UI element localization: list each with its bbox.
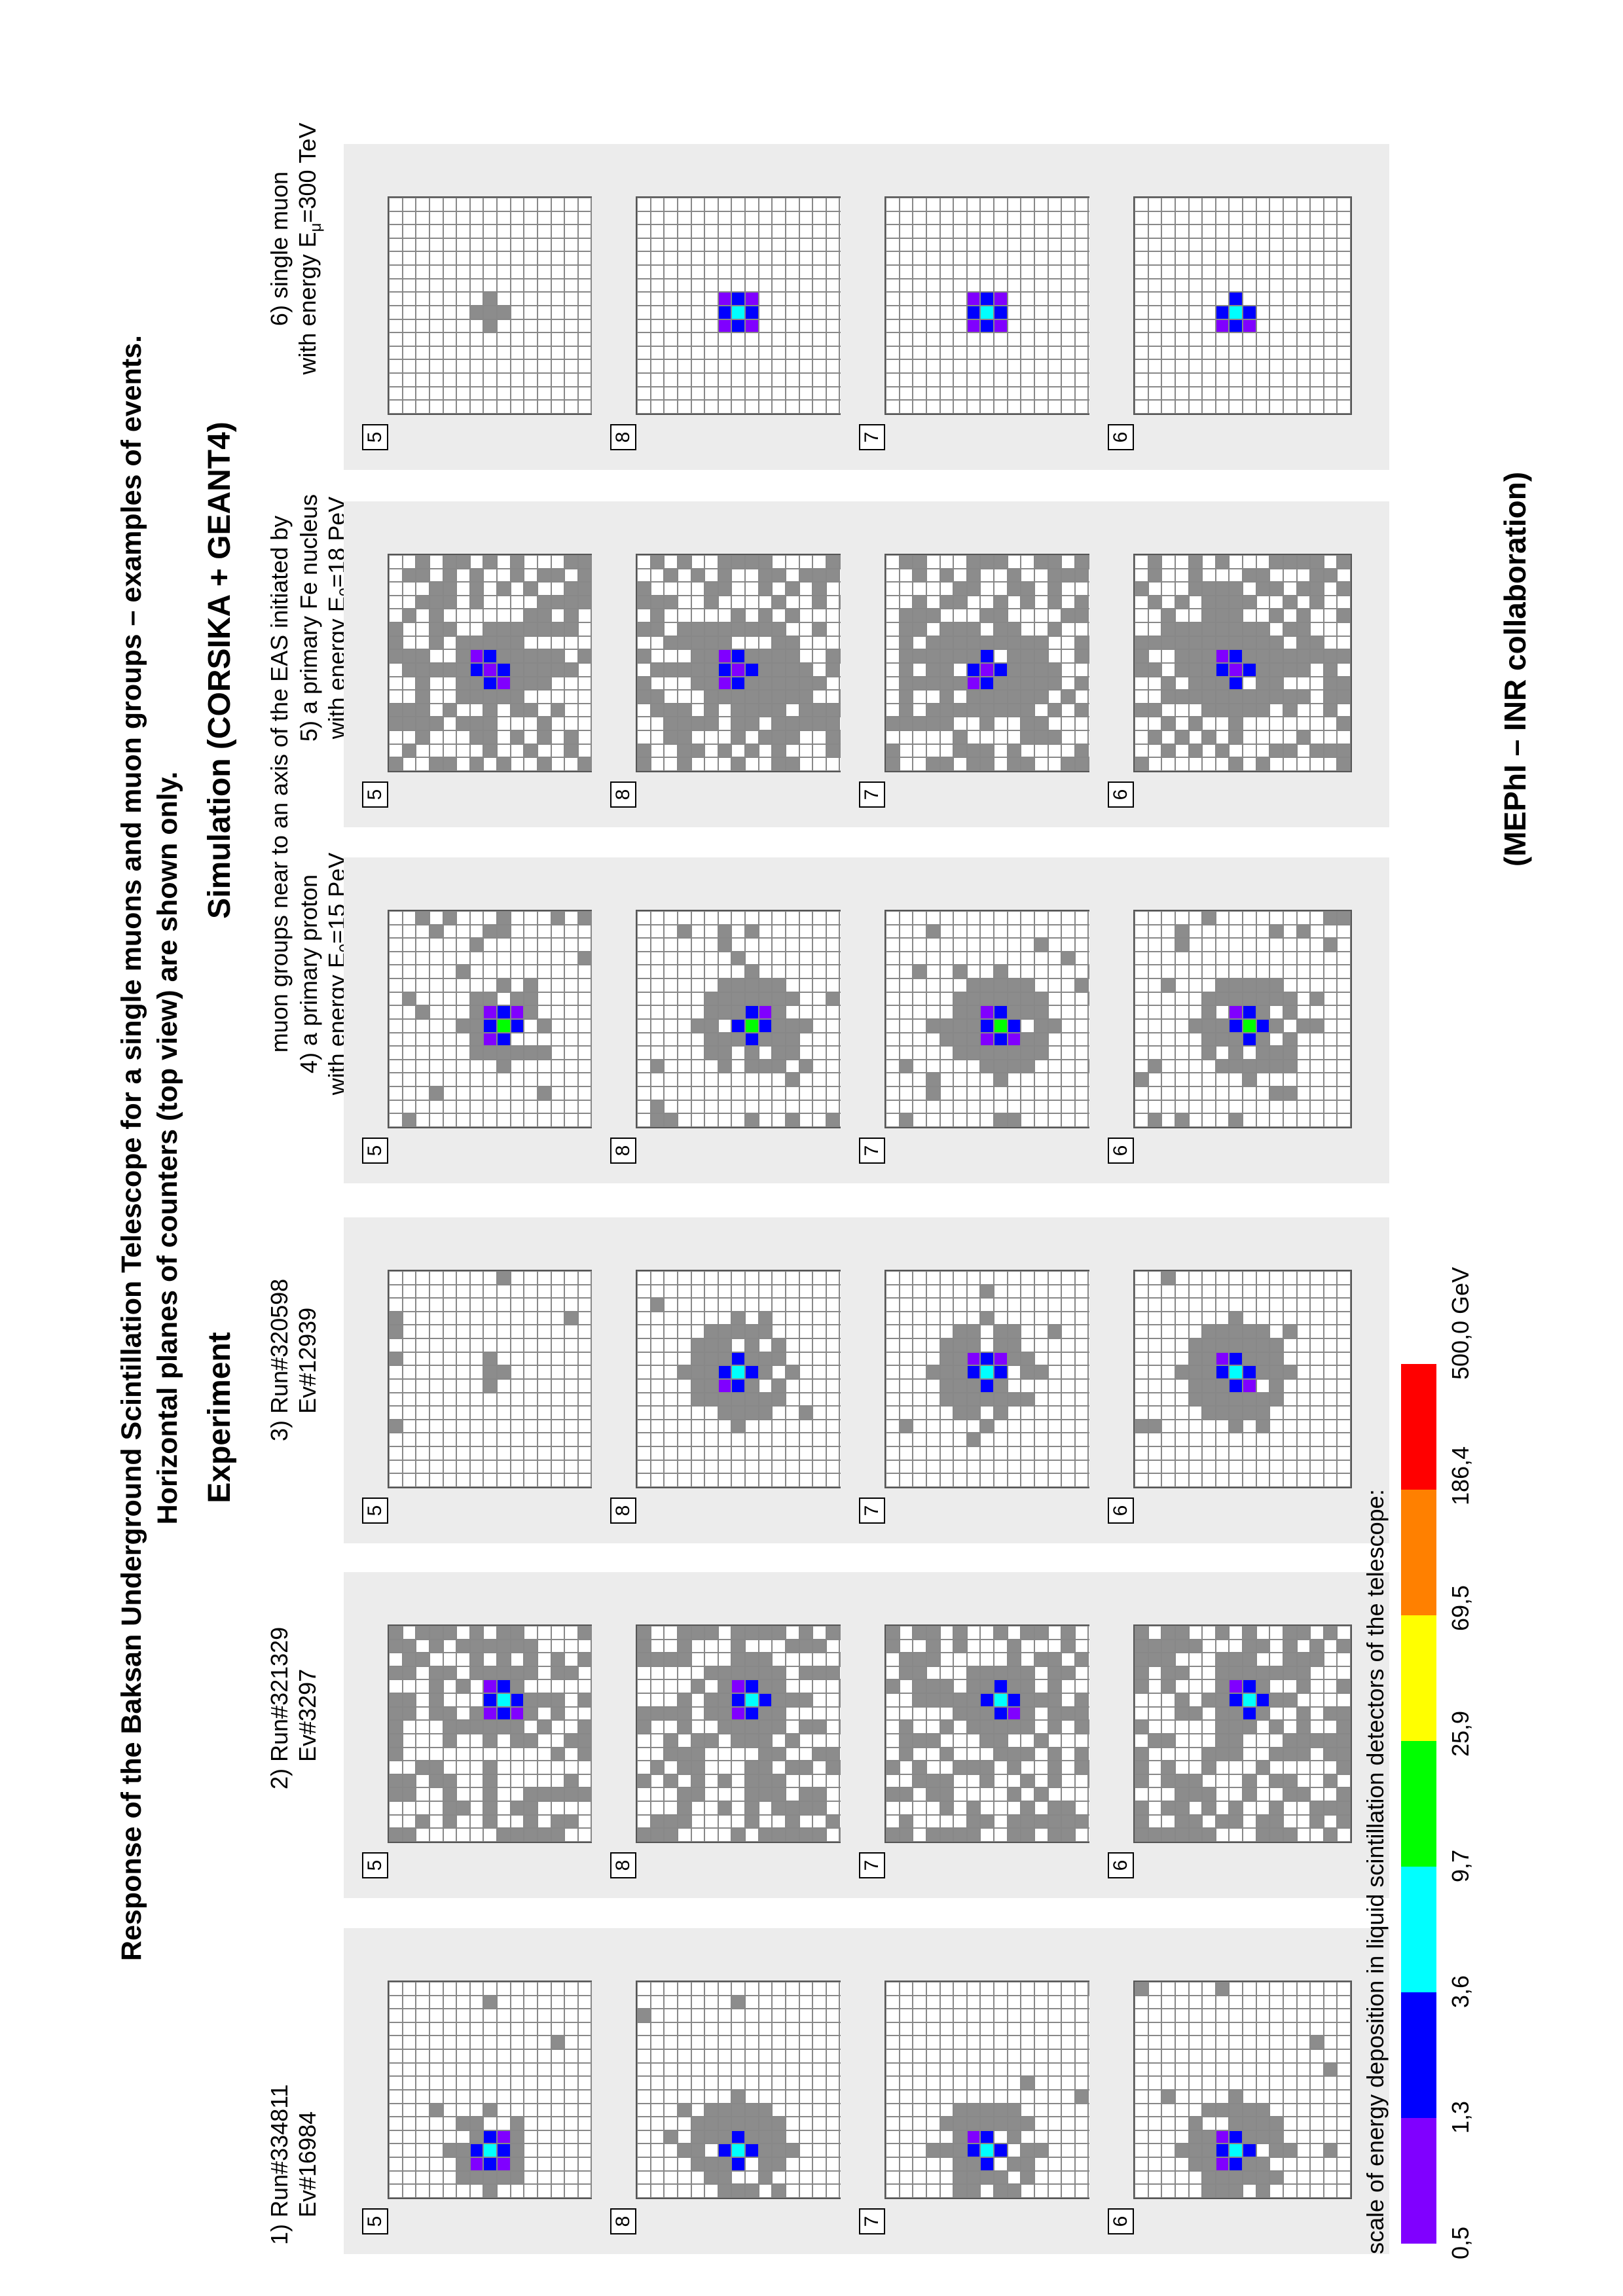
- plane-number: 8: [610, 1852, 636, 1878]
- counter-grid: [884, 196, 1103, 415]
- event-label-2: 2) Run#321329 Ev#3297: [266, 1626, 321, 1789]
- plane-number: 7: [859, 781, 885, 808]
- plane-number: 5: [362, 1138, 388, 1164]
- detector-plane-panel: 6: [1089, 1928, 1389, 2254]
- scale-segment: [1401, 1490, 1436, 1615]
- scale-segment: [1401, 1615, 1436, 1741]
- scale-segment: [1401, 2118, 1436, 2244]
- plane-number: 8: [610, 1498, 636, 1524]
- detector-plane-panel: 6: [1089, 1572, 1389, 1898]
- simulation-heading: Simulation (CORSIKA + GEANT4): [202, 422, 237, 919]
- scale-tick-label: 25,9: [1447, 1710, 1474, 1757]
- experiment-heading: Experiment: [202, 1332, 237, 1503]
- plane-number: 6: [1108, 1852, 1134, 1878]
- plane-number: 8: [610, 1138, 636, 1164]
- collaboration-label: (MEPhI – INR collaboration): [1498, 471, 1532, 867]
- scale-tick-label: 500,0 GeV: [1447, 1266, 1474, 1380]
- plane-number: 5: [362, 424, 388, 450]
- counter-grid: [1133, 196, 1352, 415]
- plane-number: 8: [610, 424, 636, 450]
- counter-grid: [636, 910, 854, 1128]
- detector-plane-panel: 6: [1089, 144, 1389, 470]
- detector-plane-panel: 6: [1089, 501, 1389, 827]
- plane-number: 8: [610, 781, 636, 808]
- counter-grid: [388, 910, 606, 1128]
- plane-number: 5: [362, 781, 388, 808]
- counter-grid: [636, 196, 854, 415]
- counter-grid: [388, 554, 606, 772]
- plane-number: 7: [859, 1852, 885, 1878]
- figure-title: Response of the Baksan Underground Scint…: [116, 334, 147, 1962]
- scale-segment: [1401, 1992, 1436, 2118]
- scale-segment: [1401, 1741, 1436, 1867]
- scale-tick-label: 186,4: [1447, 1446, 1474, 1505]
- plane-number: 5: [362, 2208, 388, 2234]
- counter-grid: [636, 1981, 854, 2199]
- counter-grid: [1133, 554, 1352, 772]
- counter-grid: [884, 910, 1103, 1128]
- plane-number: 7: [859, 1138, 885, 1164]
- scale-segment: [1401, 1364, 1436, 1490]
- counter-grid: [884, 1270, 1103, 1488]
- event-label-3: 3) Run#320598 Ev#12939: [266, 1278, 321, 1441]
- counter-grid: [636, 554, 854, 772]
- counter-grid: [884, 1981, 1103, 2199]
- detector-plane-panel: 6: [1089, 1217, 1389, 1543]
- plane-number: 5: [362, 1498, 388, 1524]
- counter-grid: [636, 1624, 854, 1843]
- energy-color-scale: [1401, 1364, 1436, 2244]
- counter-grid: [636, 1270, 854, 1488]
- counter-grid: [1133, 1624, 1352, 1843]
- detector-plane-panel: 6: [1089, 857, 1389, 1183]
- figure-subtitle: Horizontal planes of counters (top view)…: [152, 771, 183, 1525]
- scale-title: scale of energy deposition in liquid sci…: [1362, 1489, 1389, 2254]
- plane-number: 6: [1108, 781, 1134, 808]
- counter-grid: [1133, 1981, 1352, 2199]
- plane-number: 5: [362, 1852, 388, 1878]
- scale-tick-label: 69,5: [1447, 1585, 1474, 1631]
- scale-tick-label: 0,5: [1447, 2226, 1474, 2259]
- scale-tick-label: 3,6: [1447, 1975, 1474, 2008]
- event-label-6: 6) single muon with energy Eμ=300 TeV: [266, 122, 325, 375]
- event-label-4-group: muon groups near to an axis of the EAS i…: [266, 515, 293, 1053]
- event-label-1: 1) Run#334811 Ev#16984: [266, 2084, 321, 2245]
- counter-grid: [1133, 910, 1352, 1128]
- plane-number: 7: [859, 424, 885, 450]
- scale-tick-label: 9,7: [1447, 1849, 1474, 1882]
- plane-number: 6: [1108, 424, 1134, 450]
- plane-number: 6: [1108, 1138, 1134, 1164]
- scale-segment: [1401, 1867, 1436, 1992]
- plane-number: 6: [1108, 2208, 1134, 2234]
- counter-grid: [388, 1624, 606, 1843]
- counter-grid: [884, 1624, 1103, 1843]
- plane-number: 6: [1108, 1498, 1134, 1524]
- counter-grid: [1133, 1270, 1352, 1488]
- plane-number: 7: [859, 1498, 885, 1524]
- counter-grid: [388, 196, 606, 415]
- scale-tick-label: 1,3: [1447, 2100, 1474, 2134]
- counter-grid: [884, 554, 1103, 772]
- plane-number: 8: [610, 2208, 636, 2234]
- plane-number: 7: [859, 2208, 885, 2234]
- counter-grid: [388, 1270, 606, 1488]
- counter-grid: [388, 1981, 606, 2199]
